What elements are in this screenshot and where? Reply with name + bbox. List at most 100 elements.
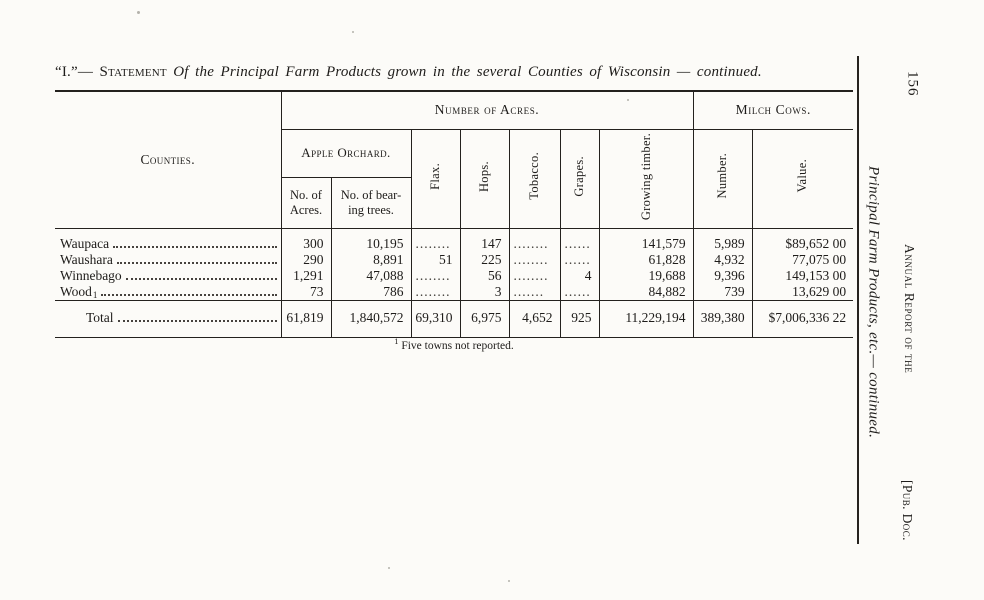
- value-cell: 4,652: [508, 299, 560, 338]
- value-cell: $89,652 00: [751, 228, 854, 252]
- value-cell: 225: [459, 251, 509, 268]
- scan-speckle: [508, 580, 510, 582]
- value-cell: 47,088: [330, 267, 411, 284]
- scan-speckle: [137, 11, 140, 14]
- value-cell: 290: [280, 251, 331, 268]
- value-cell: 1,291: [280, 267, 331, 284]
- dot-leader: [101, 293, 277, 296]
- value-cell: 147: [459, 228, 509, 252]
- group-header-milch-cows: Milch Cows.: [692, 91, 854, 130]
- county-name-cell: Winnebago: [55, 268, 281, 284]
- running-title: Principal Farm Products, etc.— continued…: [861, 132, 885, 472]
- column-header-no-of-acres: No. of Acres.: [280, 177, 331, 229]
- county-row: Waushara 290 8,891 51 225.............. 61,82…: [55, 251, 854, 268]
- county-name-cell: Waushara: [55, 252, 281, 268]
- column-header-value: Value.: [751, 129, 854, 229]
- value-cell: 61,819: [280, 299, 331, 338]
- column-header-counties: Counties.: [55, 91, 281, 229]
- value-cell: 61,828: [598, 251, 694, 268]
- empty-value-cell: ......: [559, 228, 599, 252]
- footnote-reference: 1: [92, 289, 98, 300]
- value-cell: 77,075 00: [751, 251, 854, 268]
- scan-speckle: [388, 567, 390, 569]
- empty-value-cell: .......: [508, 283, 560, 301]
- column-header-hops: Hops.: [459, 129, 509, 229]
- empty-value-cell: ........: [508, 228, 560, 252]
- value-cell: 13,629 00: [751, 283, 854, 301]
- value-cell: $7,006,336 22: [751, 299, 854, 338]
- dot-leader: [117, 319, 277, 322]
- value-cell: 56: [459, 267, 509, 284]
- column-header-number: Number.: [692, 129, 753, 229]
- page-title: “I.”— Statement Of the Principal Farm Pr…: [55, 64, 853, 81]
- title-statement: Statement: [99, 64, 167, 80]
- annual-report-text: Annual Report of the: [902, 244, 917, 374]
- value-cell: 9,396: [692, 267, 753, 284]
- empty-value-cell: ......: [559, 251, 599, 268]
- value-label: Value.: [795, 159, 810, 193]
- empty-value-cell: ........: [410, 267, 460, 284]
- value-cell: 3: [459, 283, 509, 301]
- value-cell: 5,989: [692, 228, 753, 252]
- value-cell: 4,932: [692, 251, 753, 268]
- value-cell: 141,579: [598, 228, 694, 252]
- county-row: Wood 1 73 786........ 3............. 84,882 73…: [55, 283, 854, 301]
- value-cell: 19,688: [598, 267, 694, 284]
- value-cell: 300: [280, 228, 331, 252]
- county-name: Winnebago: [60, 267, 122, 283]
- county-name: Waushara: [60, 251, 113, 267]
- county-name-cell: Waupaca: [55, 228, 281, 252]
- value-cell: 1,840,572: [330, 299, 411, 338]
- column-header-grapes: Grapes.: [559, 129, 599, 229]
- pub-doc-label: [Pub. Doc.: [896, 466, 918, 554]
- county-row: Winnebago 1,291 47,088........ 56........ 4 1…: [55, 267, 854, 284]
- group-header-number-of-acres: Number of Acres.: [280, 91, 694, 130]
- county-name: Waupaca: [60, 235, 110, 251]
- value-cell: 739: [692, 283, 753, 301]
- value-cell: 4: [559, 267, 599, 284]
- dot-leader: [116, 261, 277, 264]
- number-label: Number.: [715, 153, 730, 199]
- group-header-apple-orchard: Apple Orchard.: [280, 129, 411, 179]
- dot-leader: [113, 245, 277, 248]
- running-title-text: Principal Farm Products, etc.— continued…: [865, 165, 882, 439]
- value-cell: 149,153 00: [751, 267, 854, 284]
- value-cell: 84,882: [598, 283, 694, 301]
- value-cell: 51: [410, 251, 460, 268]
- column-header-bearing-trees: No. of bear-ing trees.: [330, 177, 411, 229]
- value-cell: 925: [559, 299, 599, 338]
- footnote: 1 Five towns not reported.: [55, 336, 853, 352]
- total-label-cell: Total: [55, 299, 281, 338]
- footnote-marker: 1: [394, 336, 399, 346]
- group-header-row: Counties. Number of Acres. Milch Cows.: [55, 91, 854, 229]
- scan-speckle: [352, 31, 354, 33]
- value-cell: 73: [280, 283, 331, 301]
- empty-value-cell: ......: [559, 283, 599, 301]
- column-header-tobacco: Tobacco.: [508, 129, 560, 229]
- value-cell: 11,229,194: [598, 299, 694, 338]
- sub-group-header-row: Apple Orchard. Flax. Hops. Tobacco. Grap…: [55, 129, 854, 229]
- total-label: Total: [86, 309, 114, 325]
- empty-value-cell: ........: [410, 283, 460, 301]
- dot-leader: [125, 277, 277, 280]
- column-header-growing-timber: Growing timber.: [598, 129, 694, 229]
- annual-report-header: Annual Report of the: [898, 208, 920, 410]
- empty-value-cell: ........: [508, 251, 560, 268]
- value-cell: 10,195: [330, 228, 411, 252]
- value-cell: 389,380: [692, 299, 753, 338]
- scan-speckle: [627, 99, 629, 101]
- hops-label: Hops.: [477, 160, 491, 192]
- growing-timber-label: Growing timber.: [638, 132, 653, 220]
- county-row: Waupaca 300 10,195........ 147.............…: [55, 228, 854, 252]
- county-name-cell: Wood 1: [55, 284, 281, 301]
- county-name: Wood: [60, 283, 92, 299]
- grapes-label: Grapes.: [572, 155, 586, 197]
- value-cell: 6,975: [459, 299, 509, 338]
- pub-doc-text: [Pub. Doc.: [900, 479, 915, 541]
- empty-value-cell: ........: [508, 267, 560, 284]
- title-prefix: “I.”—: [55, 64, 100, 80]
- value-cell: 786: [330, 283, 411, 301]
- flax-label: Flax.: [428, 162, 442, 190]
- footnote-text: Five towns not reported.: [401, 339, 514, 352]
- margin-divider-rule: [857, 56, 859, 544]
